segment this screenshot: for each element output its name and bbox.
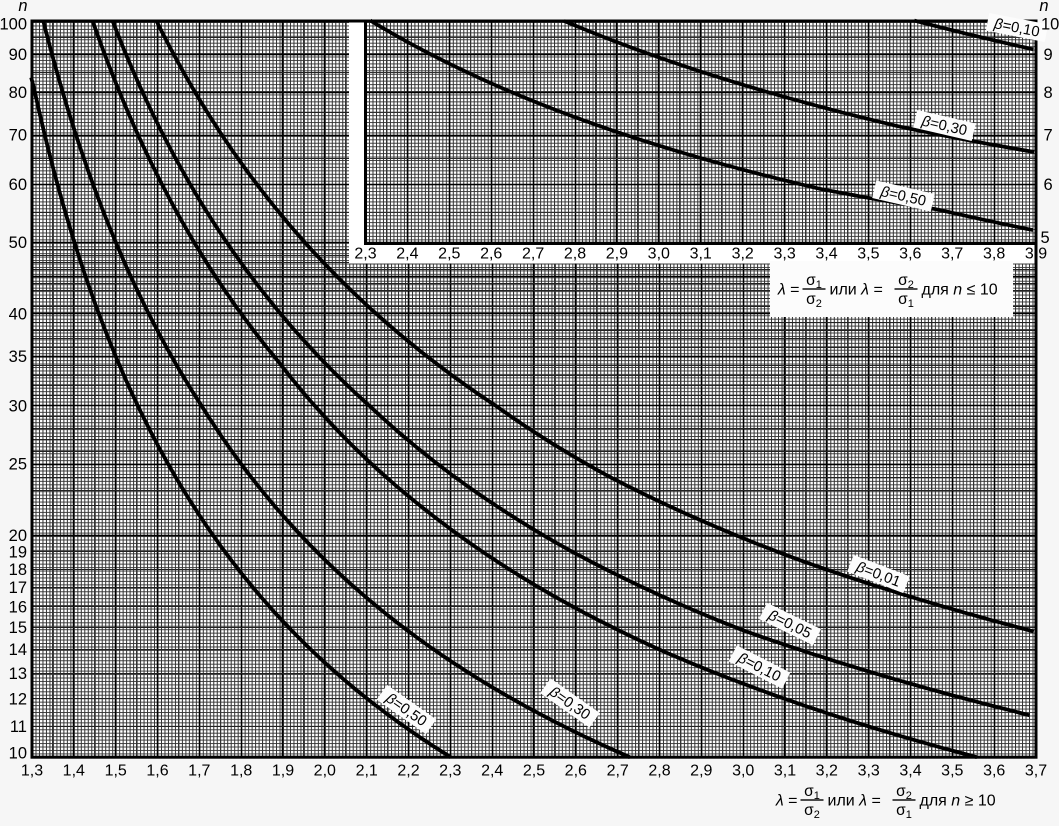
svg-text:100: 100 bbox=[0, 16, 27, 34]
svg-text:20: 20 bbox=[9, 527, 27, 545]
svg-text:или λ =: или λ = bbox=[830, 282, 883, 299]
svg-text:2,1: 2,1 bbox=[356, 763, 378, 780]
svg-text:2,0: 2,0 bbox=[314, 763, 336, 780]
svg-text:6: 6 bbox=[1044, 176, 1053, 194]
svg-text:14: 14 bbox=[9, 641, 27, 659]
svg-text:2,4: 2,4 bbox=[396, 246, 418, 263]
svg-text:n: n bbox=[18, 0, 27, 15]
svg-text:30: 30 bbox=[9, 397, 27, 415]
svg-text:3,5: 3,5 bbox=[941, 763, 963, 780]
svg-text:3,4: 3,4 bbox=[899, 763, 921, 780]
svg-text:3,2: 3,2 bbox=[732, 246, 754, 263]
svg-text:3,5: 3,5 bbox=[857, 246, 879, 263]
svg-text:2,9: 2,9 bbox=[606, 246, 628, 263]
svg-text:15: 15 bbox=[9, 619, 27, 637]
svg-text:2,9: 2,9 bbox=[690, 763, 712, 780]
svg-text:11: 11 bbox=[10, 718, 27, 736]
svg-text:10: 10 bbox=[9, 745, 27, 763]
svg-text:25: 25 bbox=[9, 456, 27, 474]
svg-text:1,5: 1,5 bbox=[105, 763, 127, 780]
svg-text:80: 80 bbox=[9, 84, 27, 102]
svg-text:18: 18 bbox=[9, 561, 27, 579]
svg-text:1,3: 1,3 bbox=[21, 763, 43, 780]
svg-text:2,7: 2,7 bbox=[607, 763, 629, 780]
svg-text:40: 40 bbox=[9, 306, 27, 324]
svg-text:3,7: 3,7 bbox=[1025, 763, 1047, 780]
svg-text:10: 10 bbox=[1041, 16, 1059, 34]
svg-text:35: 35 bbox=[9, 348, 27, 366]
svg-text:2,4: 2,4 bbox=[481, 763, 503, 780]
svg-text:1,8: 1,8 bbox=[230, 763, 252, 780]
svg-text:3,6: 3,6 bbox=[983, 763, 1005, 780]
svg-text:1,6: 1,6 bbox=[146, 763, 168, 780]
svg-text:3,1: 3,1 bbox=[774, 763, 796, 780]
svg-text:2,2: 2,2 bbox=[397, 763, 419, 780]
svg-text:9: 9 bbox=[1044, 46, 1053, 64]
svg-text:n: n bbox=[1039, 0, 1048, 15]
svg-text:3,8: 3,8 bbox=[983, 246, 1005, 263]
svg-text:или λ =: или λ = bbox=[828, 793, 881, 810]
svg-text:3,1: 3,1 bbox=[690, 246, 712, 263]
svg-text:17: 17 bbox=[9, 579, 27, 597]
svg-text:2,5: 2,5 bbox=[438, 246, 460, 263]
svg-text:16: 16 bbox=[9, 598, 27, 616]
svg-text:2,8: 2,8 bbox=[648, 763, 670, 780]
svg-text:3,6: 3,6 bbox=[899, 246, 921, 263]
svg-text:3,3: 3,3 bbox=[773, 246, 795, 263]
svg-text:3,4: 3,4 bbox=[815, 246, 837, 263]
svg-text:8: 8 bbox=[1044, 84, 1053, 102]
svg-text:3,7: 3,7 bbox=[941, 246, 963, 263]
svg-text:для n ≤ 10: для n ≤ 10 bbox=[922, 282, 998, 299]
svg-text:70: 70 bbox=[9, 127, 27, 145]
svg-text:5: 5 bbox=[1041, 229, 1050, 247]
svg-text:90: 90 bbox=[9, 46, 27, 64]
svg-text:3,3: 3,3 bbox=[858, 763, 880, 780]
svg-text:2,8: 2,8 bbox=[564, 246, 586, 263]
svg-text:2,7: 2,7 bbox=[522, 246, 544, 263]
svg-text:2,6: 2,6 bbox=[565, 763, 587, 780]
svg-text:60: 60 bbox=[9, 176, 27, 194]
svg-text:λ =: λ = bbox=[775, 793, 798, 810]
svg-text:7: 7 bbox=[1044, 127, 1053, 145]
svg-text:13: 13 bbox=[9, 665, 27, 683]
svg-text:19: 19 bbox=[9, 544, 27, 562]
svg-text:50: 50 bbox=[9, 234, 27, 252]
svg-text:3,9: 3,9 bbox=[1025, 246, 1047, 263]
svg-text:2,5: 2,5 bbox=[523, 763, 545, 780]
svg-text:2,3: 2,3 bbox=[354, 246, 376, 263]
svg-text:λ =: λ = bbox=[777, 282, 800, 299]
svg-text:2,6: 2,6 bbox=[480, 246, 502, 263]
svg-text:1,7: 1,7 bbox=[188, 763, 210, 780]
svg-text:3,2: 3,2 bbox=[816, 763, 838, 780]
svg-text:3,0: 3,0 bbox=[648, 246, 670, 263]
svg-text:1,9: 1,9 bbox=[272, 763, 294, 780]
svg-text:для n ≥ 10: для n ≥ 10 bbox=[920, 793, 996, 810]
svg-text:12: 12 bbox=[9, 690, 27, 708]
svg-text:2,3: 2,3 bbox=[439, 763, 461, 780]
svg-text:1,4: 1,4 bbox=[63, 763, 85, 780]
svg-text:3,0: 3,0 bbox=[732, 763, 754, 780]
